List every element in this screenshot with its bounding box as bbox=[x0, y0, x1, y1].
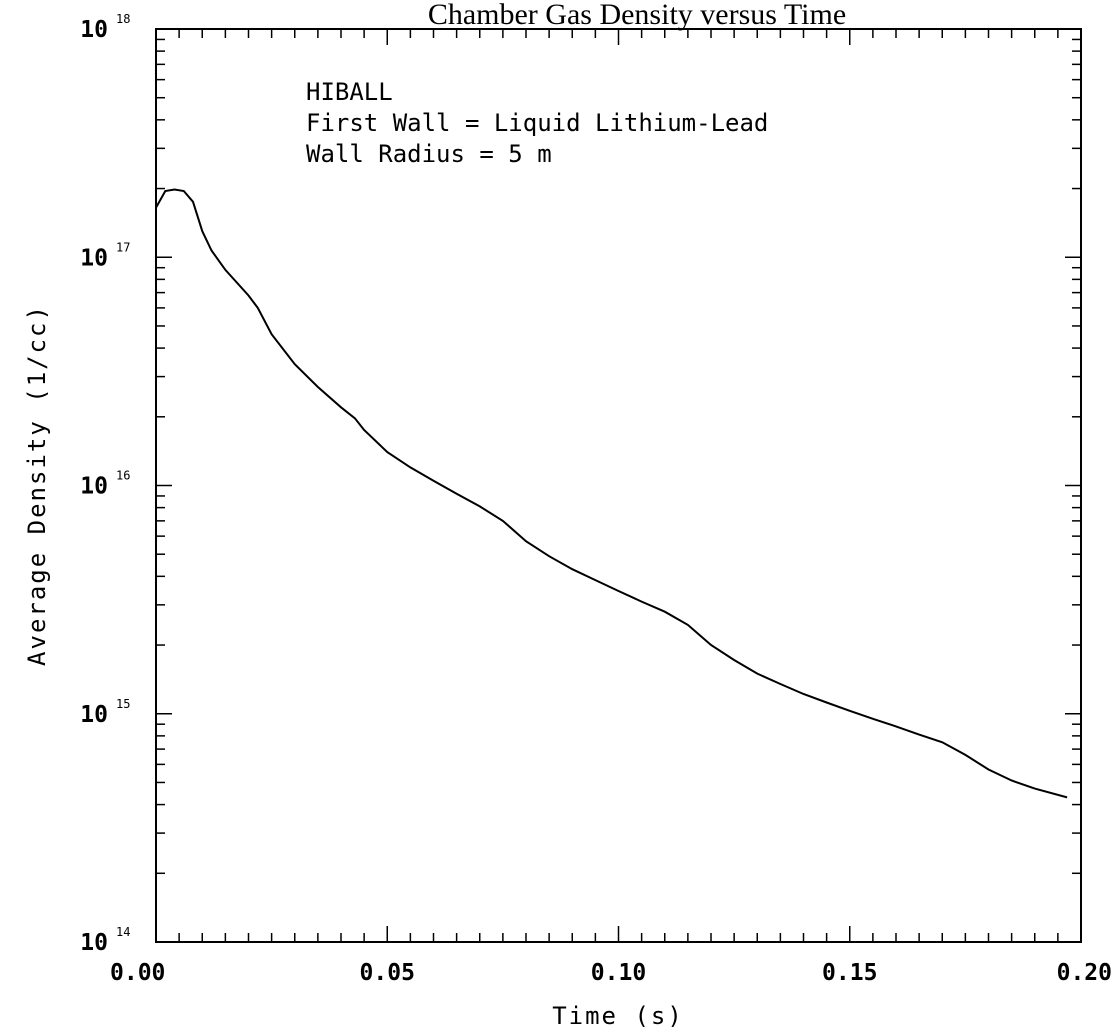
y-tick-label-exponent: 15 bbox=[116, 697, 130, 711]
y-tick-label-exponent: 18 bbox=[116, 12, 130, 26]
plot-frame bbox=[155, 28, 1082, 943]
y-tick-label-base: 10 bbox=[80, 17, 108, 43]
annotation-block: HIBALL First Wall = Liquid Lithium-Lead Wa… bbox=[306, 78, 768, 168]
annotation-line: Wall Radius = 5 m bbox=[306, 140, 552, 168]
x-axis-ticks bbox=[155, 29, 1082, 942]
chart-title: Chamber Gas Density versus Time bbox=[428, 0, 846, 31]
y-tick-label-exponent: 17 bbox=[116, 240, 130, 254]
y-tick-label-base: 10 bbox=[80, 245, 108, 271]
y-axis-tick-labels: 10 14 10 15 10 16 10 17 10 18 bbox=[80, 12, 130, 956]
annotation-line: First Wall = Liquid Lithium-Lead bbox=[306, 109, 768, 137]
y-axis-ticks bbox=[156, 38, 1081, 943]
y-tick-label-base: 10 bbox=[80, 474, 108, 500]
x-axis-title: Time (s) bbox=[552, 1002, 684, 1030]
x-tick-label: 0.20 bbox=[1057, 960, 1112, 986]
annotation-line: HIBALL bbox=[306, 78, 393, 106]
y-tick-label-exponent: 14 bbox=[116, 925, 130, 939]
x-tick-label: 0.05 bbox=[360, 960, 415, 986]
x-tick-label: 0.10 bbox=[591, 960, 646, 986]
y-tick-label-base: 10 bbox=[80, 702, 108, 728]
y-tick-label-exponent: 16 bbox=[116, 469, 130, 483]
y-axis-title: Average Density (1/cc) bbox=[23, 304, 51, 666]
x-tick-label: 0.00 bbox=[110, 960, 165, 986]
y-tick-label-base: 10 bbox=[80, 930, 108, 956]
series-line-density bbox=[155, 188, 1068, 799]
x-axis-tick-labels: 0.00 0.05 0.10 0.15 0.20 bbox=[110, 960, 1112, 986]
x-tick-label: 0.15 bbox=[822, 960, 877, 986]
